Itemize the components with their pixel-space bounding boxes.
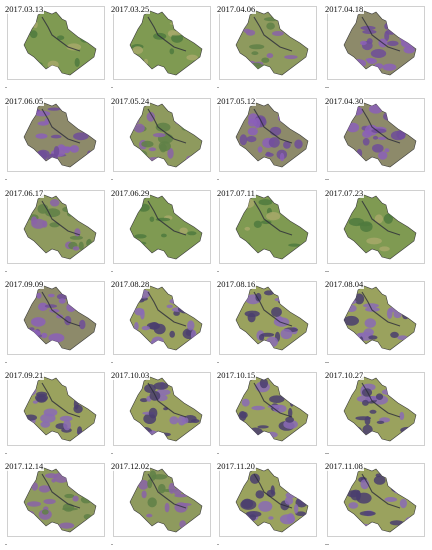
- region-map: [235, 467, 309, 533]
- panel-date-label: 2017.07.23: [324, 188, 365, 198]
- map-panel: [327, 190, 425, 264]
- panel-marker: ..: [325, 81, 329, 90]
- region-map: [235, 285, 309, 351]
- map-panel: [219, 98, 317, 172]
- map-panel: [219, 281, 317, 355]
- panel-marker: .: [5, 173, 7, 182]
- panel-date-label: 2017.04.06: [216, 4, 257, 14]
- panel-marker: .: [111, 356, 113, 365]
- panel-date-label: 2017.04.18: [324, 4, 365, 14]
- panel-marker: .: [217, 356, 219, 365]
- region-map: [343, 467, 417, 533]
- map-panel: [7, 281, 105, 355]
- panel-date-label: 2017.10.27: [324, 370, 365, 380]
- panel-date-label: 2017.11.08: [324, 461, 364, 471]
- panel-date-label: 2017.12.14: [4, 461, 45, 471]
- panel-marker: ..: [325, 447, 329, 456]
- map-panel: [219, 463, 317, 537]
- map-panel: [7, 372, 105, 446]
- map-panel: [7, 190, 105, 264]
- region-map: [129, 285, 203, 351]
- region-map: [23, 467, 97, 533]
- panel-date-label: 2017.06.17: [4, 188, 45, 198]
- panel-date-label: 2017.03.13: [4, 4, 45, 14]
- panel-marker: .: [5, 356, 7, 365]
- panel-marker: .: [111, 81, 113, 90]
- region-map: [235, 102, 309, 168]
- panel-date-label: 2017.07.11: [216, 188, 256, 198]
- panel-date-label: 2017.04.30: [324, 96, 365, 106]
- map-panel: [219, 6, 317, 80]
- panel-date-label: 2017.10.15: [216, 370, 257, 380]
- panel-date-label: 2017.11.20: [216, 461, 256, 471]
- region-map: [129, 467, 203, 533]
- panel-marker: .: [111, 447, 113, 456]
- region-map: [343, 102, 417, 168]
- panel-marker: .: [111, 173, 113, 182]
- region-map: [235, 10, 309, 76]
- map-panel: [7, 98, 105, 172]
- map-panel: [219, 190, 317, 264]
- panel-date-label: 2017.05.12: [216, 96, 257, 106]
- map-panel: [327, 372, 425, 446]
- region-map: [343, 285, 417, 351]
- region-map: [343, 10, 417, 76]
- panel-marker: ..: [325, 265, 329, 274]
- region-map: [343, 194, 417, 260]
- map-panel: [7, 463, 105, 537]
- panel-date-label: 2017.05.24: [110, 96, 151, 106]
- map-panel: [327, 281, 425, 355]
- map-panel: [113, 190, 211, 264]
- panel-date-label: 2017.10.03: [110, 370, 151, 380]
- panel-marker: .: [111, 538, 113, 547]
- panel-marker: .: [5, 447, 7, 456]
- panel-date-label: 2017.08.28: [110, 279, 151, 289]
- region-map: [23, 285, 97, 351]
- region-map: [129, 194, 203, 260]
- panel-marker: .: [217, 538, 219, 547]
- map-panel: [327, 463, 425, 537]
- region-map: [23, 10, 97, 76]
- panel-marker: .: [111, 265, 113, 274]
- region-map: [235, 194, 309, 260]
- panel-date-label: 2017.08.04: [324, 279, 365, 289]
- map-panel: [327, 98, 425, 172]
- panel-date-label: 2017.12.02: [110, 461, 151, 471]
- panel-date-label: 2017.06.05: [4, 96, 45, 106]
- region-map: [23, 376, 97, 442]
- map-panel: [113, 372, 211, 446]
- panel-marker: .: [217, 265, 219, 274]
- region-map: [343, 376, 417, 442]
- map-panel: [219, 372, 317, 446]
- panel-marker: .: [5, 538, 7, 547]
- panel-marker: .: [217, 447, 219, 456]
- panel-date-label: 2017.09.09: [4, 279, 45, 289]
- region-map: [129, 10, 203, 76]
- panel-date-label: 2017.09.21: [4, 370, 45, 380]
- panel-marker: ..: [325, 538, 329, 547]
- map-panel: [113, 98, 211, 172]
- panel-marker: ..: [325, 356, 329, 365]
- region-map: [235, 376, 309, 442]
- panel-marker: .: [5, 265, 7, 274]
- panel-date-label: 2017.08.16: [216, 279, 257, 289]
- region-map: [23, 102, 97, 168]
- panel-marker: .: [217, 173, 219, 182]
- map-panel: [113, 281, 211, 355]
- map-panel: [113, 463, 211, 537]
- map-panel: [113, 6, 211, 80]
- panel-date-label: 2017.03.25: [110, 4, 151, 14]
- panel-marker: .: [217, 81, 219, 90]
- region-map: [129, 102, 203, 168]
- panel-marker: ..: [325, 173, 329, 182]
- map-panel: [327, 6, 425, 80]
- panel-marker: .: [5, 81, 7, 90]
- panel-date-label: 2017.06.29: [110, 188, 151, 198]
- region-map: [129, 376, 203, 442]
- map-panel: [7, 6, 105, 80]
- region-map: [23, 194, 97, 260]
